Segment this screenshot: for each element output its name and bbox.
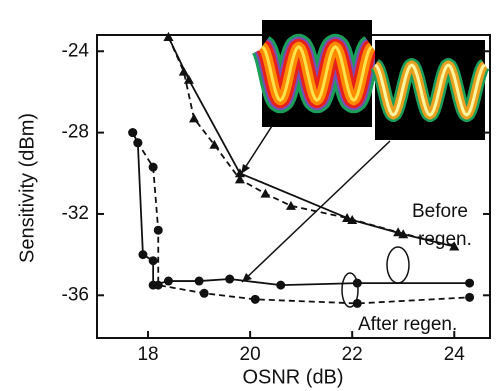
y-tick-label: -36 (62, 284, 89, 305)
point (260, 189, 270, 198)
point (225, 275, 234, 284)
x-tick-label: 22 (342, 344, 363, 365)
point (195, 277, 204, 286)
highlight-ellipse (387, 247, 409, 283)
point (154, 226, 163, 235)
point (200, 289, 209, 298)
x-tick-label: 24 (444, 344, 466, 365)
annotation: After regen. (358, 314, 457, 335)
point (164, 277, 173, 286)
point (149, 256, 158, 265)
point (251, 295, 260, 304)
point (133, 138, 142, 147)
chart: OSNR (dB) Sensitivity (dBm) Before regen… (0, 0, 499, 391)
point (276, 281, 285, 290)
arrow-head (241, 164, 250, 174)
y-tick-label: -28 (62, 122, 89, 143)
point (154, 281, 163, 290)
y-axis-label: Sensitivity (dBm) (16, 113, 38, 263)
x-tick-label: 20 (240, 344, 261, 365)
y-tick-label: -32 (62, 203, 89, 224)
x-axis-label: OSNR (dB) (242, 366, 343, 388)
point (179, 67, 189, 76)
point (465, 279, 474, 288)
point (353, 279, 362, 288)
point (465, 293, 474, 302)
annotation: Before (412, 201, 468, 222)
point (138, 250, 147, 259)
point (353, 299, 362, 308)
inset-background (375, 40, 485, 140)
x-tick-label: 18 (137, 344, 158, 365)
point (128, 128, 137, 137)
point (149, 163, 158, 172)
point (189, 113, 199, 122)
point (286, 201, 296, 210)
y-tick-label: -24 (62, 40, 90, 61)
point (163, 32, 173, 41)
